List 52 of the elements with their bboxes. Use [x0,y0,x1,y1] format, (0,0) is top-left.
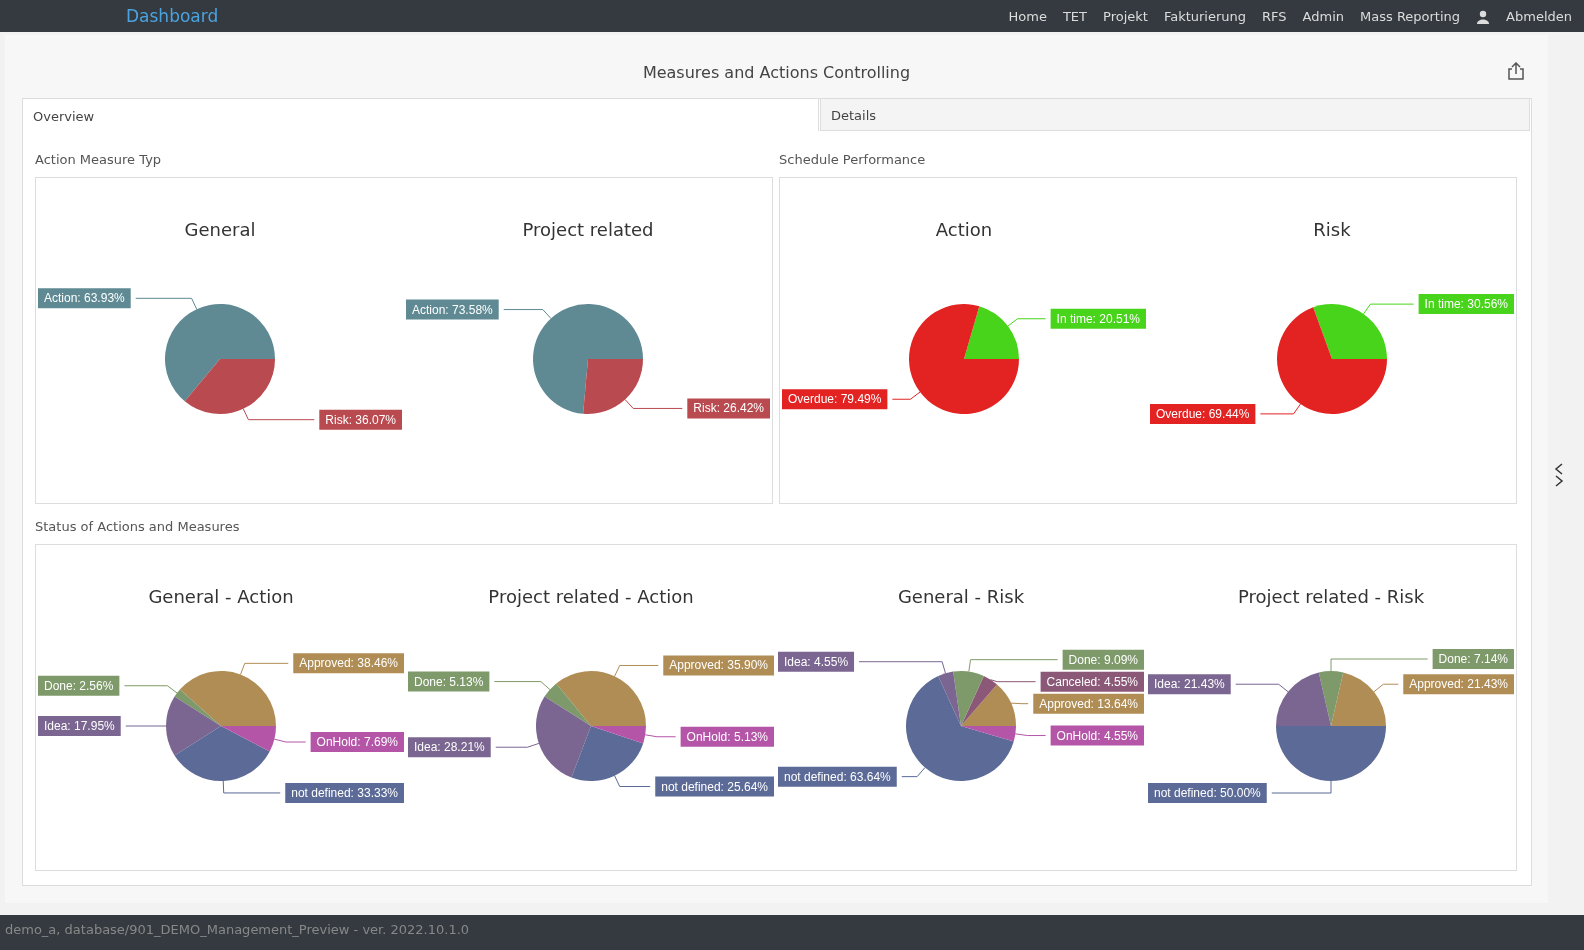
slice-label: Approved: 13.64% [1039,696,1139,711]
slice-label: not defined: 25.64% [661,779,769,794]
chart-title: General [184,218,256,240]
slice-label: Done: 9.09% [1068,652,1139,667]
text: Dashboard [126,6,219,26]
chart-title: General - Action [148,585,294,607]
chart-title: Action [935,218,993,240]
slice-label: Overdue: 69.44% [1156,406,1250,421]
chart-title: Project related - Risk [1237,585,1425,607]
text: TET [1062,9,1088,24]
slice-label: Idea: 21.43% [1154,677,1226,692]
slice-label: In time: 30.56% [1424,297,1509,312]
slice-label: Approved: 38.46% [299,656,399,671]
text: Schedule Performance [779,152,927,167]
slice-label: Idea: 4.55% [784,654,849,669]
text: Mass Reporting [1360,9,1461,24]
slice-label: Canceled: 4.55% [1046,674,1139,689]
slice-label: Idea: 17.95% [44,719,116,733]
slice-label: Overdue: 79.49% [788,392,882,407]
text: RFS [1262,9,1287,24]
slice-label: Done: 2.56% [44,678,114,693]
chart-title: Risk [1313,218,1352,240]
slice-label: Done: 7.14% [1438,652,1509,666]
text: Overview [22,98,819,131]
slice-label: Risk: 26.42% [693,401,765,416]
text: Abmelden [1506,9,1572,24]
slice-label: Action: 63.93% [44,291,126,306]
slice-label: Idea: 28.21% [414,740,486,755]
text: Fakturierung [1163,9,1247,24]
slice-label: not defined: 50.00% [1154,786,1262,800]
slice-label: OnHold: 4.55% [1056,728,1139,743]
chart-title: General - Risk [897,585,1025,607]
text: Measures and Actions Controlling [641,63,912,82]
slice-label: In time: 20.51% [1056,311,1141,326]
text: Details [820,98,1530,131]
slice-label: Action: 73.58% [412,302,494,317]
text: Home [1008,9,1047,24]
slice-label: OnHold: 5.13% [686,729,769,744]
text: Admin [1302,9,1345,24]
slice-label: Risk: 36.07% [325,412,397,427]
text: Projekt [1103,9,1148,24]
slice-label: Approved: 35.90% [669,658,769,673]
chart-title: Project related - Action [488,585,694,607]
slice-label: not defined: 63.64% [784,769,892,784]
text: Status of Actions and Measures [35,519,241,534]
slice-label: OnHold: 7.69% [316,735,399,750]
text: demo_a, database/901_DEMO_Management_Preview - ver. 2022.10.1.0 [5,922,470,937]
text: Action Measure Typ [35,152,163,167]
slice-label: Done: 5.13% [414,674,484,689]
chart-title: Project related [522,218,654,240]
slice-label: not defined: 33.33% [291,785,399,800]
slice-label: Approved: 21.43% [1409,677,1509,692]
